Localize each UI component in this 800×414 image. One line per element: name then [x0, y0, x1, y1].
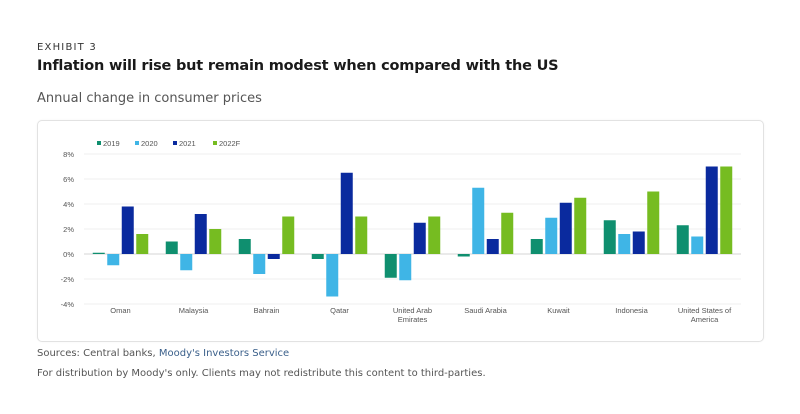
y-tick-label: 8% — [63, 150, 74, 159]
y-tick-label: 4% — [63, 200, 74, 209]
bar-2019-1 — [165, 241, 178, 254]
bar-2021-4 — [413, 222, 426, 254]
x-tick-label: Saudi Arabia — [464, 306, 507, 315]
legend: 2019 2020 2021 2022F — [97, 139, 241, 148]
x-axis-labels: Oman Malaysia Bahrain Qatar United Arab Emira… — [110, 306, 732, 324]
bar-2020-4 — [399, 254, 412, 281]
x-tick-label: Bahrain — [254, 306, 280, 315]
bar-2021-5 — [486, 239, 499, 254]
legend-item-2021: 2021 — [173, 139, 196, 148]
legend-label: 2022F — [219, 139, 241, 148]
bar-2019-2 — [238, 239, 251, 254]
legend-label: 2021 — [179, 139, 196, 148]
bar-2022f-4 — [428, 216, 441, 254]
legend-swatch — [173, 141, 177, 145]
chart-card: 8% 6% 4% 2% 0% -2% -4% Oman Malaysia Bahrain Qata… — [37, 120, 764, 342]
y-axis-ticks: 8% 6% 4% 2% 0% -2% -4% — [61, 150, 75, 309]
bar-2021-2 — [267, 254, 280, 259]
bar-2019-4 — [384, 254, 397, 278]
bar-2019-6 — [530, 239, 543, 254]
x-tick-label: Oman — [110, 306, 130, 315]
bar-2021-1 — [194, 214, 207, 254]
bars — [92, 166, 733, 297]
bar-2022f-7 — [647, 191, 660, 254]
bar-2021-3 — [340, 172, 353, 254]
legend-swatch — [135, 141, 139, 145]
bar-2019-3 — [311, 254, 324, 259]
bar-2020-7 — [618, 234, 631, 254]
sources-note: Sources: Central banks, Moody's Investor… — [37, 348, 289, 359]
sources-prefix: Sources: Central banks, — [37, 348, 159, 359]
bar-2019-0 — [92, 252, 105, 254]
bar-chart: 8% 6% 4% 2% 0% -2% -4% Oman Malaysia Bahrain Qata… — [61, 139, 741, 324]
bar-2021-6 — [559, 202, 572, 254]
x-tick-label: United Arab Emirates — [393, 306, 432, 324]
bar-2020-8 — [691, 236, 704, 254]
x-tick-label: Kuwait — [547, 306, 570, 315]
x-tick-label: United States of America — [678, 306, 732, 324]
bar-2020-3 — [326, 254, 339, 297]
y-tick-label: 0% — [63, 250, 74, 259]
bar-2019-5 — [457, 254, 470, 257]
bar-2022f-3 — [355, 216, 368, 254]
x-tick-label: Qatar — [330, 306, 349, 315]
y-tick-label: 2% — [63, 225, 74, 234]
gridlines — [84, 153, 741, 305]
bar-2022f-2 — [282, 216, 295, 254]
legend-swatch — [97, 141, 101, 145]
bar-2022f-8 — [720, 166, 733, 254]
bar-2020-2 — [253, 254, 266, 274]
exhibit-label: EXHIBIT 3 — [37, 42, 97, 53]
bar-2020-6 — [545, 217, 558, 254]
bar-2022f-0 — [136, 234, 149, 254]
chart-title: Inflation will rise but remain modest wh… — [37, 58, 559, 74]
bar-2020-0 — [107, 254, 120, 266]
legend-item-2019: 2019 — [97, 139, 120, 148]
legend-item-2020: 2020 — [135, 139, 158, 148]
bar-2019-8 — [676, 225, 689, 254]
disclaimer: For distribution by Moody's only. Client… — [37, 368, 486, 379]
bar-2020-5 — [472, 187, 485, 254]
sources-link[interactable]: Moody's Investors Service — [158, 348, 290, 359]
y-tick-label: 6% — [63, 175, 74, 184]
y-tick-label: -4% — [61, 300, 75, 309]
legend-label: 2020 — [141, 139, 158, 148]
y-tick-label: -2% — [61, 275, 75, 284]
chart-subtitle: Annual change in consumer prices — [37, 91, 262, 106]
bar-2021-0 — [121, 206, 134, 254]
x-tick-label: Indonesia — [615, 306, 648, 315]
bar-2019-7 — [603, 220, 616, 254]
bar-2021-8 — [705, 166, 718, 254]
bar-2020-1 — [180, 254, 193, 271]
bar-2022f-1 — [209, 229, 222, 254]
bar-2021-7 — [632, 231, 645, 254]
x-tick-label: Malaysia — [179, 306, 209, 315]
legend-swatch — [213, 141, 217, 145]
legend-item-2022f: 2022F — [213, 139, 241, 148]
bar-2022f-6 — [574, 197, 587, 254]
bar-2022f-5 — [501, 212, 514, 254]
legend-label: 2019 — [103, 139, 120, 148]
